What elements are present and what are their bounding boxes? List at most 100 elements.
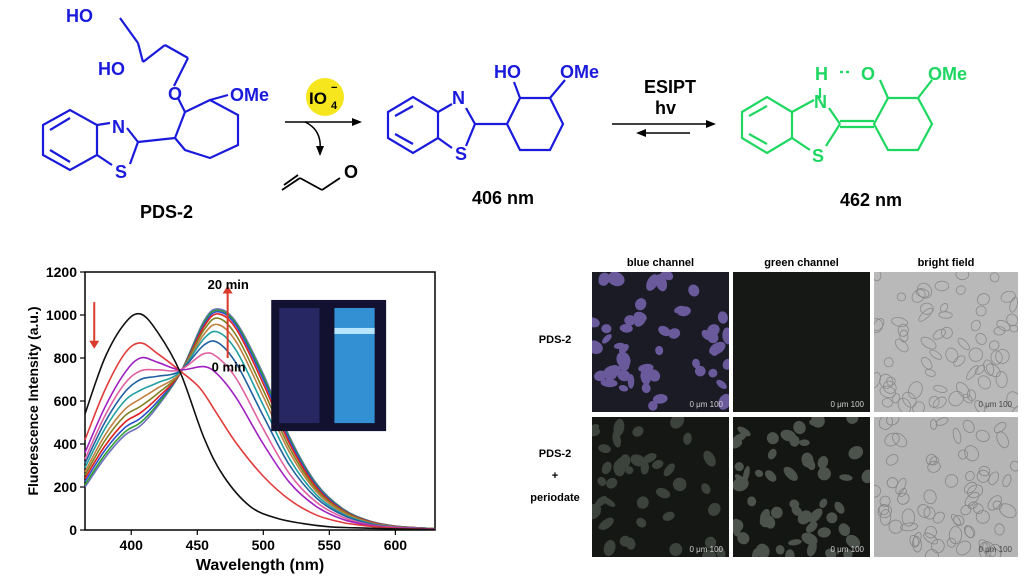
reagent-superscript: −: [331, 82, 337, 94]
caption-462: 462 nm: [840, 190, 902, 210]
cells-blue-r1: [592, 272, 729, 411]
cell: [861, 469, 870, 484]
cell: [999, 503, 1017, 519]
cell: [921, 356, 933, 370]
cell: [652, 459, 664, 470]
cell: [994, 523, 1005, 536]
cell: [1002, 474, 1012, 488]
cell: [884, 432, 900, 447]
cell: [995, 371, 1008, 388]
cell: [895, 477, 907, 495]
cell: [963, 525, 974, 539]
cell: [603, 366, 618, 381]
cell: [598, 277, 609, 286]
hbt-structure: [386, 79, 566, 155]
cell: [874, 318, 884, 334]
cell: [883, 357, 894, 368]
cell: [989, 272, 1000, 283]
cell: [976, 293, 990, 306]
cell: [929, 456, 939, 466]
cells-bright-r1: [874, 272, 1018, 412]
cell: [877, 504, 892, 519]
panel-r1-green: 0 μm 100: [733, 272, 870, 412]
cell: [900, 522, 918, 532]
n-label-1: N: [112, 117, 125, 137]
cell: [592, 317, 600, 328]
cell: [881, 397, 893, 408]
cell: [625, 466, 634, 475]
cell: [917, 504, 931, 518]
decrease-arrowhead: [89, 340, 100, 349]
cell: [625, 537, 636, 550]
cell: [755, 543, 770, 557]
panel-r2-green: 0 μm 100: [733, 417, 870, 557]
cell: [932, 396, 947, 409]
cell: [662, 511, 675, 521]
row1-label: PDS-2: [538, 334, 572, 346]
pds2-label: PDS-2: [140, 202, 193, 222]
cell: [788, 539, 802, 546]
reaction-scheme: HO HO O N S OMe PDS-2 IO 4 − O N S HO O: [41, 6, 967, 222]
cell: [799, 439, 810, 447]
cell: [974, 400, 986, 412]
cell: [658, 272, 667, 283]
annotation-20min: 20 min: [208, 277, 249, 292]
pds2-structure: [41, 17, 240, 172]
cell: [975, 332, 987, 345]
cell: [801, 532, 818, 546]
ether-o-label: O: [168, 84, 182, 104]
cell: [874, 484, 881, 498]
cell: [683, 432, 692, 445]
cell: [826, 512, 838, 524]
row2-label: PDS-2 + periodate: [525, 443, 585, 509]
cell: [979, 542, 989, 557]
cell: [948, 526, 963, 545]
cell: [956, 381, 971, 399]
cell: [694, 365, 706, 377]
cell: [898, 488, 907, 497]
cell: [932, 328, 946, 340]
cell: [897, 323, 909, 337]
y-tick-label-6: 1200: [46, 264, 77, 280]
cell: [925, 453, 937, 466]
cell: [633, 311, 647, 322]
cell: [607, 272, 625, 287]
cell: [598, 444, 611, 454]
cell: [965, 471, 975, 482]
cell: [648, 400, 658, 411]
cell: [819, 498, 828, 509]
cell: [655, 345, 664, 356]
cell: [941, 326, 953, 339]
cell: [891, 316, 908, 328]
x-tick-label-0: 400: [120, 537, 144, 553]
cell: [636, 496, 649, 509]
cell: [908, 381, 923, 399]
cell: [960, 505, 972, 516]
cell: [874, 272, 882, 282]
caption-406: 406 nm: [472, 188, 534, 208]
ho-label-2: HO: [494, 62, 521, 82]
reagent-label: IO: [309, 89, 327, 108]
series-line-3: [84, 352, 436, 530]
cell: [933, 385, 948, 393]
cell: [958, 449, 968, 460]
cell: [817, 455, 829, 469]
microscopy-figure: blue channel green channel bright field …: [525, 255, 1020, 585]
cell: [1010, 460, 1018, 472]
n-label-3: N: [814, 92, 827, 112]
panel-r2-blue: 0 μm 100: [592, 417, 729, 557]
cell: [883, 380, 897, 394]
s-label-2: S: [455, 144, 467, 164]
cell: [810, 417, 825, 428]
cell: [817, 527, 831, 538]
x-axis-label: Wavelength (nm): [196, 557, 324, 574]
cell: [935, 417, 949, 426]
panel-r2-bright: 0 μm 100: [874, 417, 1018, 557]
y-tick-label-4: 800: [54, 350, 78, 366]
cell: [918, 307, 933, 322]
cells-bright-r2: [874, 417, 1018, 557]
cell: [885, 454, 899, 466]
cell: [845, 534, 861, 549]
cell: [902, 391, 917, 408]
fluorescence-chart: 0 200 400 600 800 1000 1200 400 450 500 550 600 Wave…: [25, 264, 436, 574]
